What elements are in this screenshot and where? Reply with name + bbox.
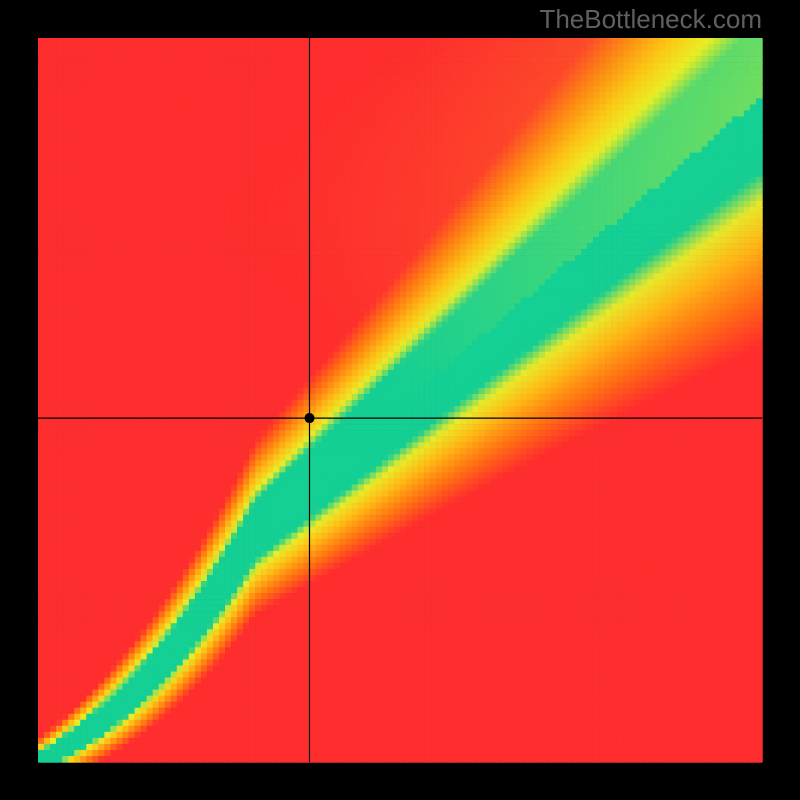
heatmap-canvas	[0, 0, 800, 800]
chart-container: TheBottleneck.com	[0, 0, 800, 800]
watermark-text: TheBottleneck.com	[539, 4, 762, 35]
